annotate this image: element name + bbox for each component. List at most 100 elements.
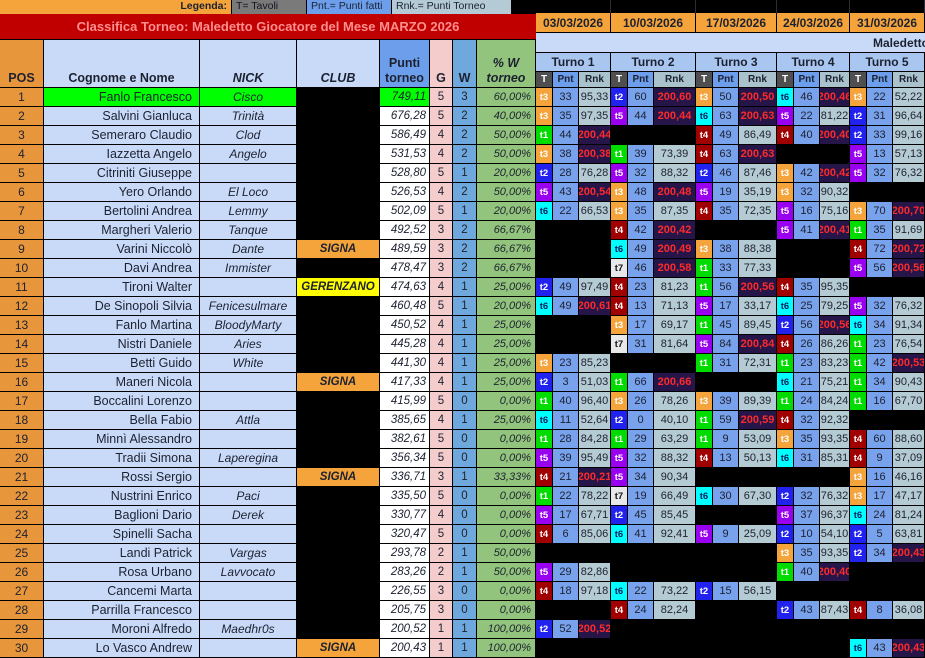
cell-pw[interactable]: 66,67%: [477, 240, 536, 259]
cell-punti-torneo[interactable]: 382,61: [380, 430, 430, 449]
cell-rnk[interactable]: 53,09: [739, 430, 777, 449]
cell-nick[interactable]: Immister: [200, 259, 297, 278]
cell-pnt[interactable]: 44: [628, 107, 654, 126]
cell-table-t6[interactable]: t6: [777, 449, 794, 468]
subheader-rnk[interactable]: Rnk: [893, 72, 925, 88]
cell-club[interactable]: [297, 582, 380, 601]
cell-name[interactable]: Maneri Nicola: [44, 373, 200, 392]
cell-rnk[interactable]: 67,30: [739, 487, 777, 506]
cell-g[interactable]: 4: [430, 145, 453, 164]
cell-club[interactable]: [297, 164, 380, 183]
cell-pos[interactable]: 4: [0, 145, 44, 164]
cell-club[interactable]: [297, 297, 380, 316]
cell-pnt[interactable]: 52: [553, 620, 579, 639]
cell-pw[interactable]: 0,00%: [477, 582, 536, 601]
cell-g[interactable]: 3: [430, 221, 453, 240]
cell-pnt[interactable]: 35: [794, 278, 820, 297]
cell-table-t5[interactable]: t5: [777, 221, 794, 240]
cell-club[interactable]: [297, 487, 380, 506]
cell-w[interactable]: 2: [453, 183, 477, 202]
cell-rnk[interactable]: 200,61: [579, 297, 611, 316]
cell-club[interactable]: [297, 88, 380, 107]
cell-pnt[interactable]: 31: [867, 107, 893, 126]
cell-w[interactable]: 1: [453, 316, 477, 335]
cell-rnk[interactable]: 93,35: [820, 544, 850, 563]
cell-pw[interactable]: 25,00%: [477, 316, 536, 335]
cell-pw[interactable]: 25,00%: [477, 354, 536, 373]
cell-pos[interactable]: 13: [0, 316, 44, 335]
cell-nick[interactable]: Maedhr0s: [200, 620, 297, 639]
cell-table-t6[interactable]: t6: [536, 297, 553, 316]
turno-group-3[interactable]: [696, 468, 777, 487]
cell-club[interactable]: [297, 430, 380, 449]
subheader-pnt[interactable]: Pnt: [794, 72, 820, 88]
cell-table-t2[interactable]: t2: [850, 107, 867, 126]
cell-rnk[interactable]: 200,66: [654, 373, 696, 392]
cell-table-t5[interactable]: t5: [611, 449, 628, 468]
cell-rnk[interactable]: 78,26: [654, 392, 696, 411]
cell-table-t1[interactable]: t1: [850, 373, 867, 392]
cell-punti-torneo[interactable]: 441,30: [380, 354, 430, 373]
cell-rnk[interactable]: 200,46: [820, 88, 850, 107]
cell-nick[interactable]: [200, 601, 297, 620]
cell-table-t4[interactable]: t4: [850, 240, 867, 259]
cell-table-t2[interactable]: t2: [611, 506, 628, 525]
cell-pos[interactable]: 1: [0, 88, 44, 107]
turno-group-2[interactable]: [611, 126, 696, 145]
cell-pnt[interactable]: 35: [553, 107, 579, 126]
cell-rnk[interactable]: 200,42: [654, 221, 696, 240]
turno-group-4[interactable]: [777, 240, 850, 259]
cell-club[interactable]: [297, 126, 380, 145]
cell-rnk[interactable]: 85,45: [654, 506, 696, 525]
turno-group-4[interactable]: [777, 620, 850, 639]
cell-rnk[interactable]: 92,41: [654, 525, 696, 544]
cell-pos[interactable]: 28: [0, 601, 44, 620]
turno-label[interactable]: Turno 1: [536, 53, 611, 72]
cell-table-t7[interactable]: t7: [611, 335, 628, 354]
cell-pnt[interactable]: 49: [553, 278, 579, 297]
cell-g[interactable]: 4: [430, 411, 453, 430]
cell-pnt[interactable]: 42: [867, 354, 893, 373]
cell-name[interactable]: Boccalini Lorenzo: [44, 392, 200, 411]
subheader-t[interactable]: T: [611, 72, 628, 88]
header-pos[interactable]: POS: [0, 40, 44, 88]
cell-pnt[interactable]: 32: [628, 164, 654, 183]
cell-pos[interactable]: 5: [0, 164, 44, 183]
cell-pnt[interactable]: 42: [628, 221, 654, 240]
cell-name[interactable]: Iazzetta Angelo: [44, 145, 200, 164]
cell-rnk[interactable]: 86,26: [820, 335, 850, 354]
cell-pos[interactable]: 15: [0, 354, 44, 373]
cell-nick[interactable]: Dante: [200, 240, 297, 259]
cell-club[interactable]: [297, 316, 380, 335]
turno-label[interactable]: Turno 4: [777, 53, 850, 72]
cell-pnt[interactable]: 31: [713, 354, 739, 373]
cell-table-t1[interactable]: t1: [536, 126, 553, 145]
cell-pnt[interactable]: 25: [794, 297, 820, 316]
cell-pos[interactable]: 9: [0, 240, 44, 259]
cell-w[interactable]: 0: [453, 449, 477, 468]
cell-pnt[interactable]: 49: [713, 126, 739, 145]
cell-pos[interactable]: 25: [0, 544, 44, 563]
cell-pnt[interactable]: 34: [628, 468, 654, 487]
turno-group-2[interactable]: [611, 639, 696, 658]
cell-rnk[interactable]: 81,22: [820, 107, 850, 126]
cell-w[interactable]: 0: [453, 601, 477, 620]
cell-table-t3[interactable]: t3: [536, 107, 553, 126]
cell-w[interactable]: 1: [453, 544, 477, 563]
cell-g[interactable]: 5: [430, 88, 453, 107]
cell-punti-torneo[interactable]: 226,55: [380, 582, 430, 601]
cell-rnk[interactable]: 77,33: [739, 259, 777, 278]
cell-rnk[interactable]: 76,32: [893, 164, 925, 183]
cell-nick[interactable]: Tanque: [200, 221, 297, 240]
cell-punti-torneo[interactable]: 749,11: [380, 88, 430, 107]
cell-pnt[interactable]: 70: [867, 202, 893, 221]
cell-punti-torneo[interactable]: 330,77: [380, 506, 430, 525]
cell-g[interactable]: 3: [430, 601, 453, 620]
cell-rnk[interactable]: 88,38: [739, 240, 777, 259]
cell-name[interactable]: Semeraro Claudio: [44, 126, 200, 145]
cell-rnk[interactable]: 93,35: [820, 430, 850, 449]
cell-table-t3[interactable]: t3: [850, 88, 867, 107]
cell-pnt[interactable]: 5: [867, 525, 893, 544]
cell-nick[interactable]: BloodyMarty: [200, 316, 297, 335]
cell-table-t6[interactable]: t6: [777, 88, 794, 107]
